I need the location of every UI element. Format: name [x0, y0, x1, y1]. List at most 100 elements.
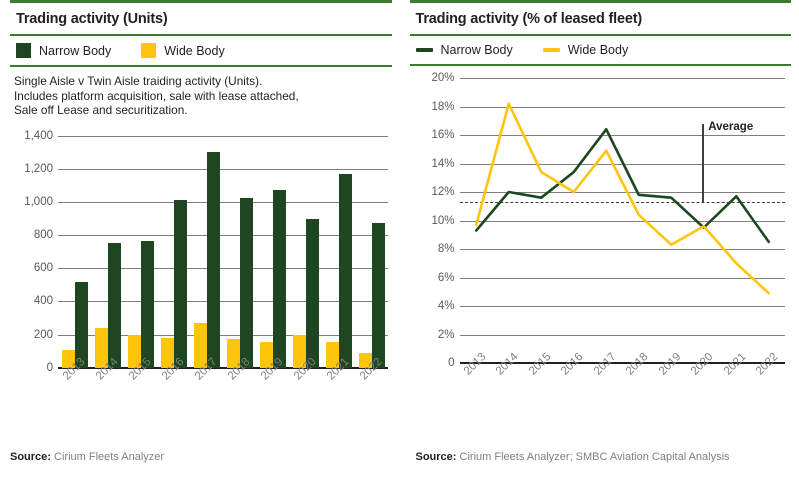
bar-x-cell: 2014 — [91, 356, 124, 414]
bar-gridline — [58, 168, 388, 170]
bar-wide-body — [94, 328, 108, 368]
line-gridline — [459, 362, 785, 364]
line-x-cell: 2015 — [525, 351, 558, 409]
line-gridline — [459, 220, 785, 222]
line-x-cell: 2014 — [492, 351, 525, 409]
line-y-tick-label: 16% — [431, 129, 455, 141]
bar-wide-body — [325, 342, 339, 368]
legend-item-narrow-body-line: Narrow Body — [415, 43, 513, 57]
right-legend-rule — [409, 64, 791, 66]
bar-wide-body — [226, 338, 240, 368]
bar-x-axis-labels: 2013 2014 2015 2016 2017 2018 2019 2020 2021 2022 — [58, 356, 388, 414]
right-legend: Narrow Body Wide Body — [410, 36, 792, 64]
bar-y-tick-label: 600 — [33, 262, 53, 275]
left-source: Source: Cirium Fleets Analyzer — [10, 451, 164, 463]
bar-y-tick-label: 400 — [33, 295, 53, 308]
line-x-cell: 2019 — [655, 351, 688, 409]
line-y-tick-label: 4% — [437, 300, 455, 312]
line-y-tick-label: 2% — [437, 328, 455, 341]
line-y-tick-label: 0 — [448, 357, 455, 369]
bar-group — [190, 136, 223, 368]
line-x-cell: 2022 — [752, 351, 785, 409]
bar-group — [322, 136, 355, 368]
right-title-rule — [409, 34, 791, 36]
bar-wide-body — [292, 334, 306, 368]
bar-y-tick-label: 1,000 — [24, 196, 53, 209]
left-source-text: Cirium Fleets Analyzer — [54, 451, 165, 463]
bar-chart: 0 200 400 600 800 1,000 1,200 1,400 2013 2014 2015… — [24, 130, 388, 382]
bar-narrow-body — [239, 197, 253, 368]
bar-group — [91, 136, 124, 368]
line-wide-body — [474, 102, 770, 295]
average-leader-line — [702, 123, 704, 202]
line-y-tick-label: 18% — [431, 100, 455, 113]
line-y-tick-label: 12% — [431, 186, 455, 198]
wide-body-line-swatch-icon — [542, 48, 560, 52]
bar-x-cell: 2021 — [322, 356, 355, 414]
bar-x-cell: 2017 — [190, 356, 223, 414]
bar-x-cell: 2015 — [124, 356, 157, 414]
line-x-cell: 2021 — [720, 351, 753, 409]
wide-body-swatch-icon — [141, 43, 157, 58]
legend-label-narrow-body: Narrow Body — [39, 43, 112, 58]
legend-label-narrow-body-line: Narrow Body — [440, 43, 513, 57]
line-series-container — [474, 102, 770, 295]
left-top-rule — [10, 0, 392, 3]
line-chart: 0 2% 4% 6% 8% 10% 12% 14% 16% 18% 20% Average 2013 20… — [431, 72, 785, 377]
line-x-cell: 2018 — [622, 351, 655, 409]
left-legend: Narrow Body Wide Body — [10, 36, 392, 65]
left-panel: Trading activity (Units) Narrow Body Wid… — [10, 0, 392, 463]
bar-y-tick-label: 200 — [33, 328, 53, 341]
line-gridline — [459, 78, 785, 79]
bar-wide-body — [61, 349, 75, 368]
line-gridline — [459, 106, 785, 108]
bar-gridline — [58, 268, 388, 270]
bar-narrow-body — [338, 173, 352, 368]
bar-wide-body — [259, 342, 273, 368]
line-y-tick-label: 8% — [437, 243, 455, 255]
right-top-rule — [409, 0, 791, 3]
bar-gridline — [58, 301, 388, 303]
line-narrow-body — [474, 127, 770, 244]
left-source-label: Source: — [10, 451, 51, 463]
narrow-body-line-swatch-icon — [415, 48, 433, 52]
bar-wide-body — [193, 323, 207, 368]
bar-group — [58, 136, 91, 368]
bar-narrow-body — [272, 190, 286, 368]
bar-group — [355, 136, 388, 368]
bar-wide-body — [358, 352, 372, 368]
legend-label-wide-body: Wide Body — [164, 43, 225, 58]
bar-x-cell: 2018 — [223, 356, 256, 414]
left-title-rule — [10, 34, 392, 36]
line-y-tick-label: 20% — [431, 72, 455, 84]
right-source-label: Source: — [415, 451, 457, 463]
bar-group — [124, 136, 157, 368]
line-y-tick-label: 14% — [431, 157, 455, 170]
bar-wide-body — [160, 337, 174, 368]
line-gridline — [459, 277, 785, 279]
left-subtitle: Single Aisle v Twin Aisle traiding activ… — [14, 74, 299, 118]
line-gridline — [459, 334, 785, 336]
bar-y-tick-label: 0 — [46, 361, 53, 374]
bar-narrow-body — [206, 152, 220, 368]
narrow-body-swatch-icon — [16, 43, 31, 58]
bar-x-cell: 2020 — [289, 356, 322, 414]
bar-gridline — [58, 366, 388, 369]
line-x-cell: 2016 — [557, 351, 590, 409]
line-x-cell: 2017 — [590, 351, 623, 409]
bar-narrow-body — [107, 242, 121, 368]
line-gridline — [459, 306, 785, 307]
right-panel: Trading activity (% of leased fleet) Nar… — [400, 0, 799, 477]
line-gridline — [459, 135, 785, 136]
line-x-axis-labels: 2013 2014 2015 2016 2017 2018 2019 2020 2021 2022 — [460, 351, 785, 409]
bar-gridline — [58, 202, 388, 204]
legend-item-wide-body: Wide Body — [141, 43, 225, 58]
left-legend-rule — [10, 65, 392, 67]
bar-wide-body — [127, 335, 141, 368]
bar-x-cell: 2022 — [355, 356, 388, 414]
bar-group — [256, 136, 289, 368]
right-panel-title: Trading activity (% of leased fleet) — [415, 11, 643, 27]
right-source: Source: Cirium Fleets Analyzer; SMBC Avi… — [416, 451, 730, 463]
bar-gridline — [58, 235, 388, 237]
